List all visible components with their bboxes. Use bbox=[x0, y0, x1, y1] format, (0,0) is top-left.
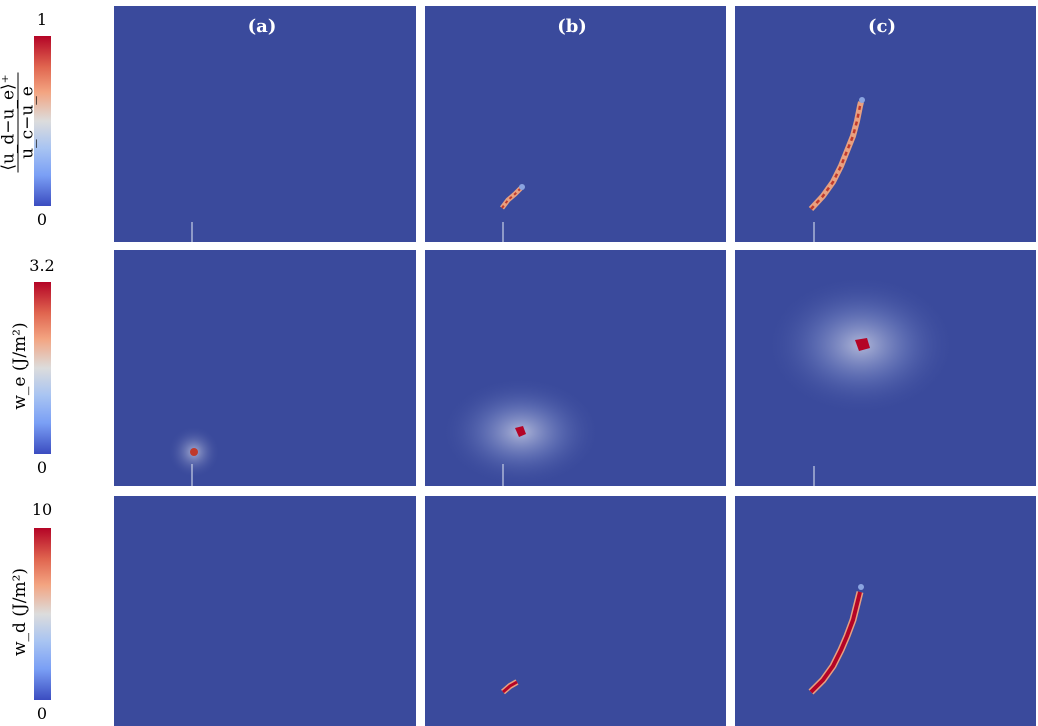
field-plot bbox=[808, 584, 864, 695]
column-label-c: (c) bbox=[868, 16, 896, 37]
field-plot bbox=[191, 222, 193, 242]
field-plot bbox=[808, 97, 865, 242]
column-label-b: (b) bbox=[557, 16, 587, 37]
colorbar bbox=[34, 282, 51, 454]
panel-r3-b bbox=[425, 496, 726, 726]
panel-r1-a bbox=[114, 6, 416, 242]
colorbar-max-label: 1 bbox=[36, 10, 48, 29]
field-plot bbox=[114, 496, 416, 726]
colorbar-max-label: 3.2 bbox=[29, 256, 55, 275]
crack-tip bbox=[519, 184, 525, 190]
crack-core bbox=[810, 101, 863, 210]
field-plot bbox=[441, 377, 601, 486]
panel-r2-a bbox=[114, 250, 416, 486]
label-numerator: ⟨u_d−u_e⟩⁺ bbox=[0, 72, 19, 173]
panel-r1-c bbox=[735, 6, 1036, 242]
panel-r2-c bbox=[735, 250, 1036, 486]
crack-core bbox=[502, 680, 518, 694]
crack-path bbox=[808, 591, 864, 695]
colorbar bbox=[34, 36, 51, 206]
crack-core bbox=[809, 591, 862, 694]
crack-path bbox=[808, 101, 864, 212]
panel-r1-b bbox=[425, 6, 726, 242]
panel-r3-a bbox=[114, 496, 416, 726]
field-plot bbox=[766, 275, 956, 486]
hotspot bbox=[515, 426, 526, 437]
field-plot bbox=[501, 679, 519, 695]
colorbar-min-label: 0 bbox=[36, 458, 48, 477]
crack-tip bbox=[859, 97, 865, 103]
field-plot bbox=[500, 184, 525, 242]
field-plot bbox=[168, 426, 220, 486]
row-label-we: w_e (J/m²) bbox=[10, 322, 30, 410]
row-label-wd: w_d (J/m²) bbox=[10, 567, 30, 657]
hotspot bbox=[190, 448, 198, 456]
colorbar-max-label: 10 bbox=[31, 500, 53, 519]
row-label-damage-ratio: ⟨u_d−u_e⟩⁺ u_c−u_e bbox=[0, 63, 38, 183]
colorbar bbox=[34, 528, 51, 700]
panel-r3-c bbox=[735, 496, 1036, 726]
colorbar-min-label: 0 bbox=[36, 704, 48, 723]
colorbar-min-label: 0 bbox=[36, 210, 48, 229]
label-denominator: u_c−u_e bbox=[17, 86, 38, 159]
crack-tip bbox=[858, 584, 864, 590]
panel-r2-b bbox=[425, 250, 726, 486]
column-label-a: (a) bbox=[247, 16, 277, 37]
hotspot bbox=[855, 338, 870, 351]
crack-core bbox=[501, 187, 522, 209]
